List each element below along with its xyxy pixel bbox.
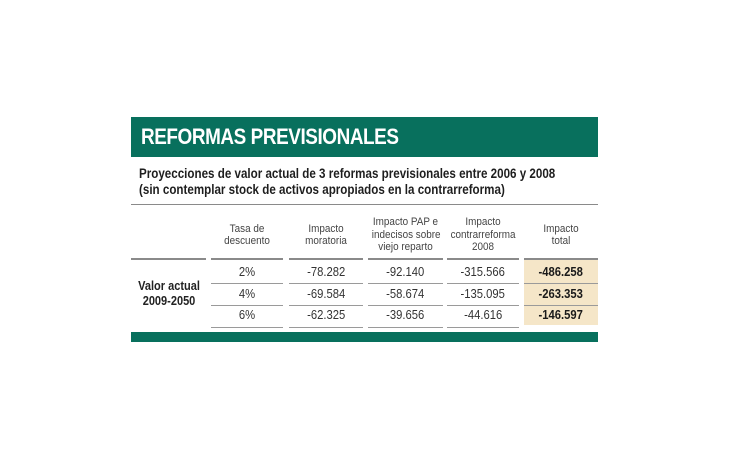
column-header-line: viejo reparto [378, 241, 433, 254]
divider [289, 283, 363, 284]
divider [447, 283, 519, 284]
divider [211, 305, 283, 306]
cell-value: -315.566 [460, 265, 506, 279]
column-header-pap: Impacto PAP e indecisos sobre viejo repa… [368, 213, 443, 257]
cell-total: -146.597 [524, 304, 598, 326]
divider [289, 305, 363, 306]
divider [289, 327, 363, 328]
cell-contrarreforma: -315.566 [447, 261, 519, 283]
cell-value: -62.325 [306, 308, 346, 322]
cell-moratoria: -78.282 [289, 261, 363, 283]
column-header-line: descuento [224, 235, 270, 247]
cell-total: -263.353 [524, 283, 598, 305]
cell-value: -92.140 [386, 265, 425, 279]
column-header-line: total [551, 235, 571, 247]
cell-value: -69.584 [306, 287, 346, 301]
column-header-line: contrarreforma [450, 228, 516, 241]
cell-value: 6% [238, 308, 256, 322]
cell-total: -486.258 [524, 261, 598, 283]
cell-value: -146.597 [538, 308, 584, 322]
divider [524, 283, 598, 284]
cell-value: -39.656 [386, 308, 425, 322]
column-header-line: Impacto [465, 216, 501, 229]
total-column-highlight [524, 260, 598, 325]
divider [368, 258, 443, 260]
divider [447, 305, 519, 306]
column-header-contrarreforma: Impacto contrarreforma 2008 [447, 213, 519, 257]
cell-tasa: 6% [211, 304, 283, 326]
data-table: Tasa de descuento Impacto moratoria Impa… [131, 205, 598, 333]
divider [211, 258, 283, 260]
divider [211, 283, 283, 284]
cell-value: -263.353 [538, 287, 584, 301]
cell-pap: -92.140 [368, 261, 443, 283]
title-band: REFORMAS PREVISIONALES [131, 117, 598, 157]
cell-value: 4% [238, 287, 256, 301]
cell-value: -58.674 [386, 287, 425, 301]
column-header-line: moratoria [305, 235, 347, 247]
page-title: REFORMAS PREVISIONALES [141, 124, 399, 149]
column-header-tasa: Tasa de descuento [211, 213, 283, 257]
cell-pap: -39.656 [368, 304, 443, 326]
divider [289, 258, 363, 260]
subtitle-line-1: Proyecciones de valor actual de 3 reform… [139, 166, 556, 181]
row-group-label: Valor actual 2009-2050 [131, 279, 207, 309]
cell-value: -486.258 [538, 265, 584, 279]
column-header-moratoria: Impacto moratoria [289, 213, 363, 257]
cell-value: -44.616 [463, 308, 503, 322]
divider [447, 327, 519, 328]
cell-value: -135.095 [460, 287, 506, 301]
column-header-line: Impacto [543, 222, 579, 235]
column-header-line: Tasa de [229, 222, 265, 235]
cell-tasa: 4% [211, 283, 283, 305]
cell-moratoria: -62.325 [289, 304, 363, 326]
divider [524, 258, 598, 260]
divider [524, 305, 598, 306]
column-header-line: 2008 [471, 241, 495, 254]
divider [368, 327, 443, 328]
cell-moratoria: -69.584 [289, 283, 363, 305]
cell-tasa: 2% [211, 261, 283, 283]
column-header-line: Impacto [308, 222, 344, 235]
cell-contrarreforma: -135.095 [447, 283, 519, 305]
divider [131, 258, 206, 260]
divider [368, 283, 443, 284]
cell-contrarreforma: -44.616 [447, 304, 519, 326]
reformas-table-card: REFORMAS PREVISIONALES Proyecciones de v… [131, 117, 598, 333]
divider [211, 327, 283, 328]
divider [368, 305, 443, 306]
cell-value: 2% [238, 265, 256, 279]
row-group-label-line: Valor actual [138, 279, 200, 293]
column-header-line: indecisos sobre [371, 228, 441, 241]
divider [447, 258, 519, 260]
cell-value: -78.282 [306, 265, 346, 279]
cell-pap: -58.674 [368, 283, 443, 305]
column-header-line: Impacto PAP e [372, 216, 439, 229]
subtitle-line-2: (sin contemplar stock de activos apropia… [139, 182, 505, 197]
row-group-label-line: 2009-2050 [142, 294, 196, 308]
subtitle: Proyecciones de valor actual de 3 reform… [131, 157, 598, 205]
column-header-total: Impacto total [524, 213, 598, 257]
bottom-band [131, 332, 598, 342]
